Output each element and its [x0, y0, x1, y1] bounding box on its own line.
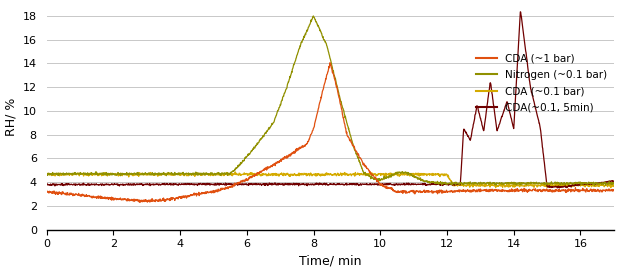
CDA (~1 bar) — [43, 189, 50, 192]
Nitrogen (~0.1 bar) — [610, 181, 617, 184]
CDA (~1 bar) — [497, 188, 505, 192]
Line: CDA(~0.1, 5min): CDA(~0.1, 5min) — [46, 12, 614, 188]
CDA(~0.1, 5min) — [610, 180, 617, 183]
CDA (~0.1 bar) — [137, 173, 145, 176]
Nitrogen (~0.1 bar) — [497, 182, 504, 185]
CDA (~0.1 bar) — [232, 170, 239, 174]
CDA (~0.1 bar) — [610, 184, 617, 187]
CDA(~0.1, 5min) — [307, 183, 315, 186]
CDA (~1 bar) — [326, 61, 334, 64]
CDA (~1 bar) — [136, 200, 143, 204]
CDA (~1 bar) — [148, 200, 155, 203]
Nitrogen (~0.1 bar) — [339, 107, 347, 110]
CDA (~0.1 bar) — [497, 184, 504, 188]
CDA(~0.1, 5min) — [497, 119, 504, 123]
Y-axis label: RH/ %: RH/ % — [4, 98, 17, 136]
CDA (~0.1 bar) — [43, 173, 50, 176]
X-axis label: Time/ min: Time/ min — [299, 255, 362, 268]
CDA(~0.1, 5min) — [43, 183, 50, 186]
CDA (~0.1 bar) — [364, 174, 371, 177]
CDA (~1 bar) — [308, 132, 315, 136]
CDA (~1 bar) — [610, 188, 617, 191]
Legend: CDA (~1 bar), Nitrogen (~0.1 bar), CDA (~0.1 bar), CDA(~0.1, 5min): CDA (~1 bar), Nitrogen (~0.1 bar), CDA (… — [472, 50, 612, 117]
CDA (~0.1 bar) — [308, 172, 315, 176]
CDA(~0.1, 5min) — [556, 186, 563, 190]
CDA (~0.1 bar) — [147, 172, 154, 176]
CDA (~1 bar) — [339, 116, 347, 119]
CDA (~0.1 bar) — [607, 186, 614, 189]
Nitrogen (~0.1 bar) — [147, 173, 154, 177]
CDA(~0.1, 5min) — [339, 183, 346, 186]
CDA(~0.1, 5min) — [137, 182, 145, 186]
CDA(~0.1, 5min) — [517, 10, 524, 13]
Nitrogen (~0.1 bar) — [310, 14, 317, 18]
Line: CDA (~1 bar): CDA (~1 bar) — [46, 63, 614, 202]
Nitrogen (~0.1 bar) — [137, 172, 145, 175]
CDA (~1 bar) — [365, 167, 372, 171]
CDA (~1 bar) — [138, 199, 145, 202]
Nitrogen (~0.1 bar) — [591, 184, 598, 187]
Nitrogen (~0.1 bar) — [364, 173, 371, 176]
Line: Nitrogen (~0.1 bar): Nitrogen (~0.1 bar) — [46, 16, 614, 185]
CDA (~0.1 bar) — [339, 172, 347, 175]
CDA(~0.1, 5min) — [147, 183, 154, 186]
CDA(~0.1, 5min) — [364, 183, 371, 186]
Nitrogen (~0.1 bar) — [43, 172, 50, 176]
Nitrogen (~0.1 bar) — [307, 18, 315, 21]
Line: CDA (~0.1 bar): CDA (~0.1 bar) — [46, 172, 614, 188]
